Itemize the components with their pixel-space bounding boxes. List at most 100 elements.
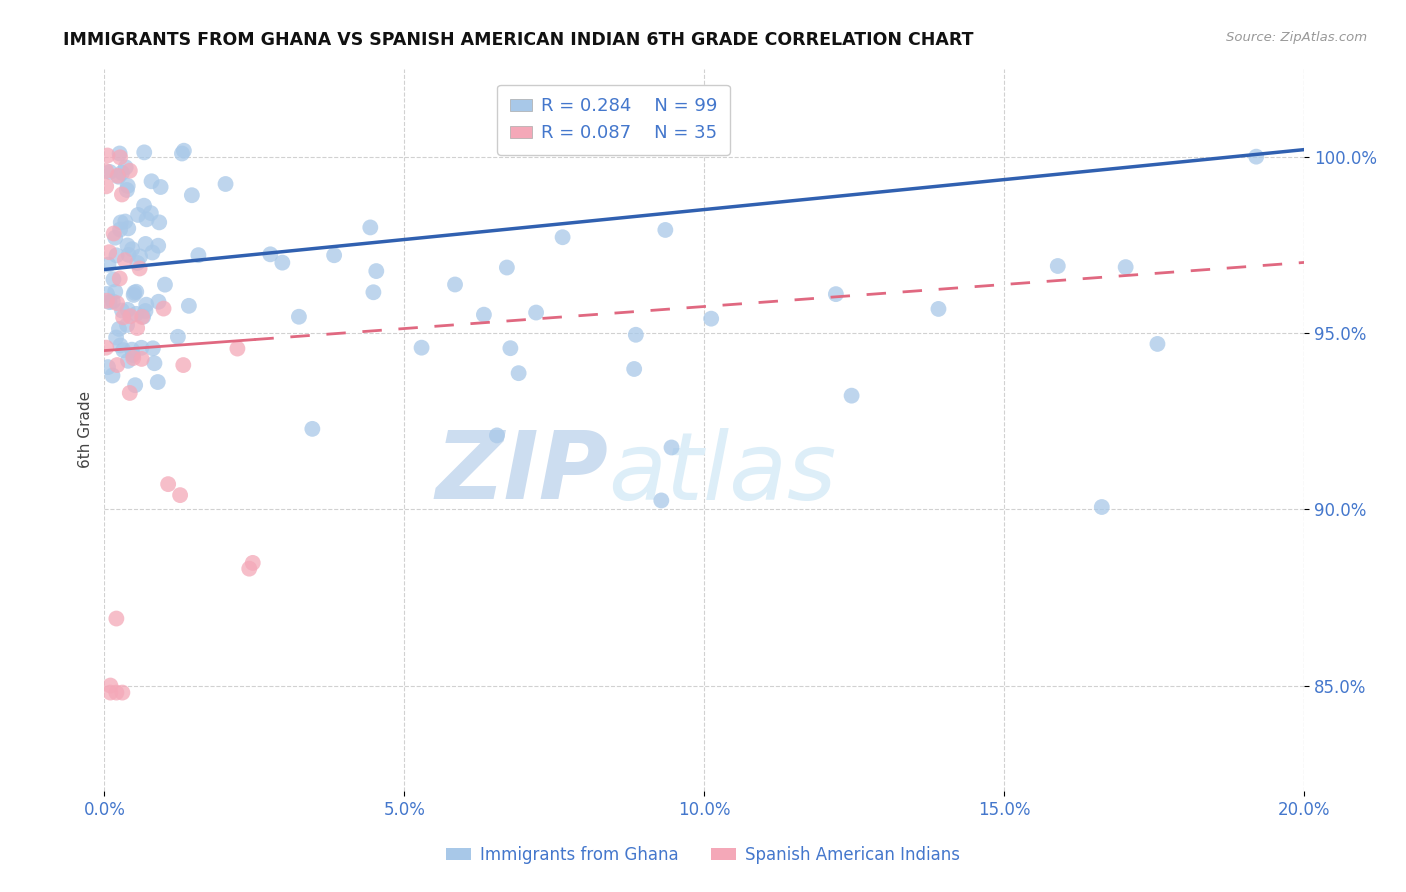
Point: [100, 679, 122, 693]
Point: [624, 327, 647, 342]
Point: [117, 221, 139, 235]
Point: [108, 271, 131, 285]
Point: [132, 199, 155, 213]
Point: [129, 249, 152, 263]
Point: [700, 311, 723, 326]
Point: [1244, 150, 1267, 164]
Point: [97, 360, 120, 375]
Point: [841, 389, 863, 403]
Point: [96, 179, 118, 194]
Point: [115, 318, 138, 332]
Point: [108, 222, 131, 236]
Point: [650, 493, 672, 508]
Point: [153, 277, 176, 292]
Point: [654, 223, 676, 237]
Point: [105, 358, 128, 372]
Point: [135, 298, 157, 312]
Point: [551, 230, 574, 244]
Point: [134, 304, 156, 318]
Point: [143, 356, 166, 370]
Text: Source: ZipAtlas.com: Source: ZipAtlas.com: [1226, 31, 1367, 45]
Point: [127, 208, 149, 222]
Point: [152, 301, 174, 316]
Point: [111, 166, 134, 180]
Point: [127, 321, 149, 335]
Point: [110, 215, 132, 229]
Point: [103, 227, 125, 241]
Point: [148, 215, 170, 229]
Point: [271, 255, 294, 269]
Point: [96, 293, 118, 308]
Point: [301, 422, 323, 436]
Point: [623, 362, 645, 376]
Point: [114, 214, 136, 228]
Text: IMMIGRANTS FROM GHANA VS SPANISH AMERICAN INDIAN 6TH GRADE CORRELATION CHART: IMMIGRANTS FROM GHANA VS SPANISH AMERICA…: [63, 31, 974, 49]
Point: [927, 301, 949, 316]
Point: [118, 163, 141, 178]
Point: [111, 187, 134, 202]
Point: [141, 245, 163, 260]
Point: [108, 322, 131, 336]
Point: [103, 272, 125, 286]
Legend: R = 0.284    N = 99, R = 0.087    N = 35: R = 0.284 N = 99, R = 0.087 N = 35: [498, 85, 730, 155]
Point: [259, 247, 281, 261]
Point: [444, 277, 467, 292]
Point: [496, 260, 519, 275]
Point: [214, 177, 236, 191]
Point: [485, 428, 508, 442]
Point: [170, 146, 193, 161]
Point: [117, 354, 139, 368]
Point: [187, 248, 209, 262]
Point: [177, 299, 200, 313]
Point: [508, 366, 530, 380]
Point: [226, 342, 249, 356]
Point: [96, 341, 118, 355]
Point: [98, 295, 121, 310]
Point: [1046, 259, 1069, 273]
Point: [97, 258, 120, 272]
Point: [359, 220, 381, 235]
Point: [238, 562, 260, 576]
Point: [100, 685, 122, 699]
Point: [121, 343, 143, 357]
Point: [139, 206, 162, 220]
Point: [127, 256, 149, 270]
Point: [111, 303, 134, 318]
Point: [242, 556, 264, 570]
Point: [122, 351, 145, 365]
Point: [105, 296, 128, 310]
Point: [114, 253, 136, 268]
Point: [1115, 260, 1137, 274]
Point: [661, 441, 683, 455]
Point: [110, 338, 132, 352]
Point: [366, 264, 388, 278]
Text: ZIP: ZIP: [436, 427, 609, 519]
Point: [124, 285, 146, 300]
Point: [112, 343, 135, 358]
Point: [104, 285, 127, 299]
Point: [128, 261, 150, 276]
Point: [117, 302, 139, 317]
Point: [108, 146, 131, 161]
Point: [124, 378, 146, 392]
Point: [105, 248, 128, 262]
Point: [167, 330, 190, 344]
Y-axis label: 6th Grade: 6th Grade: [79, 392, 93, 468]
Point: [180, 188, 202, 202]
Point: [131, 351, 153, 366]
Point: [135, 236, 157, 251]
Point: [1091, 500, 1114, 514]
Point: [132, 310, 155, 324]
Point: [149, 180, 172, 194]
Point: [323, 248, 346, 262]
Point: [524, 305, 547, 319]
Point: [135, 212, 157, 227]
Point: [288, 310, 311, 324]
Point: [101, 368, 124, 383]
Point: [98, 165, 121, 179]
Point: [125, 285, 148, 299]
Point: [117, 248, 139, 262]
Point: [134, 145, 156, 160]
Point: [173, 144, 195, 158]
Point: [96, 148, 118, 162]
